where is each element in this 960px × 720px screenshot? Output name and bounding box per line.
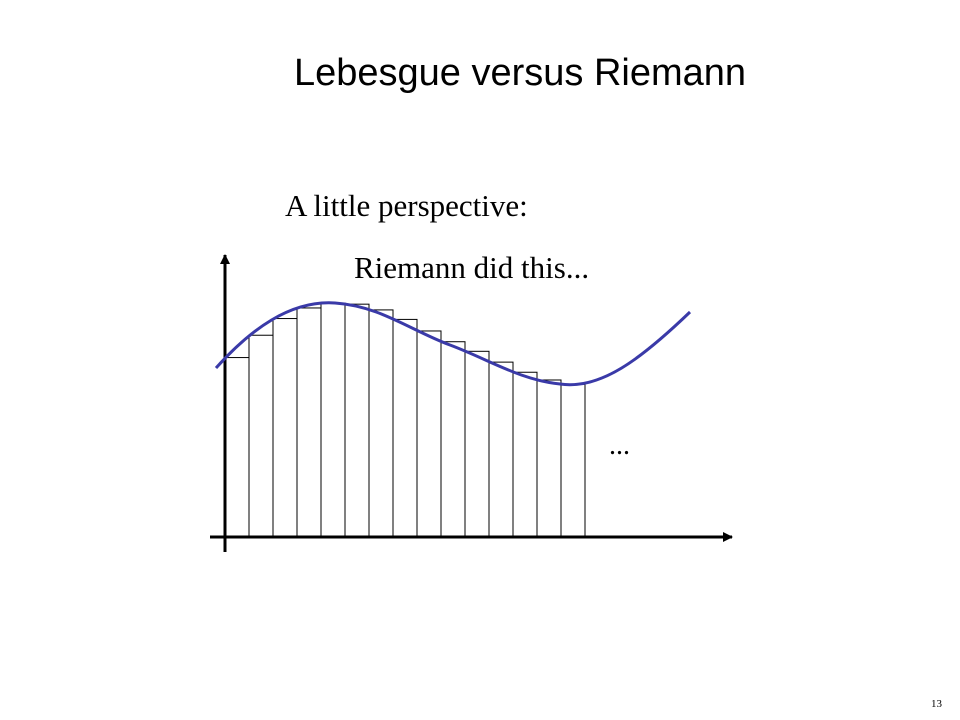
riemann-rectangle xyxy=(320,302,346,538)
riemann-rectangle xyxy=(392,318,418,538)
subtitle-text: A little perspective: xyxy=(285,188,528,223)
riemann-rectangle xyxy=(296,307,322,538)
page-number: 13 xyxy=(931,698,942,710)
slide-title: Lebesgue versus Riemann xyxy=(293,52,747,94)
caption-text: Riemann did this... xyxy=(354,250,590,285)
riemann-rectangle xyxy=(344,303,370,538)
riemann-rectangle xyxy=(440,341,466,538)
ellipsis-text: ... xyxy=(609,430,630,461)
riemann-rectangle xyxy=(224,357,250,538)
riemann-rectangle xyxy=(416,330,442,538)
riemann-rectangle xyxy=(488,361,514,538)
riemann-rectangles xyxy=(224,302,586,538)
riemann-rectangle xyxy=(464,350,490,538)
riemann-rectangle xyxy=(560,383,586,538)
function-curve xyxy=(214,301,692,387)
riemann-rectangle xyxy=(536,379,562,538)
riemann-rectangle xyxy=(368,309,394,538)
riemann-rectangle xyxy=(248,334,274,538)
riemann-rectangle xyxy=(512,371,538,538)
riemann-rectangle xyxy=(272,318,298,538)
